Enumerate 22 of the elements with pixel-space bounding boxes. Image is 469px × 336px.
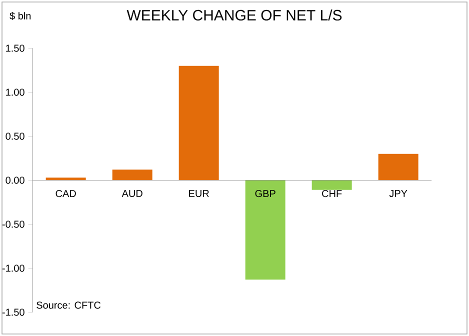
- y-tick-label: -0.50: [2, 220, 24, 228]
- bar: [46, 178, 86, 180]
- annotation: Source: CFTC: [36, 302, 101, 309]
- x-tick-label: CAD: [56, 190, 76, 198]
- y-tick-label: 1.00: [6, 88, 24, 96]
- y-tick-label: 0.00: [6, 176, 24, 184]
- x-tick-label: GBP: [255, 190, 276, 198]
- bar: [178, 66, 219, 180]
- y-tick-label: -1.00: [2, 264, 24, 272]
- chart-title: WEEKLY CHANGE OF NET L/S: [126, 10, 342, 21]
- x-tick-label: JPY: [389, 190, 408, 197]
- x-tick-label: EUR: [189, 190, 209, 197]
- bar: [245, 180, 286, 280]
- y-tick-label: -1.50: [2, 308, 24, 316]
- bar: [312, 180, 352, 190]
- y-tick-label: 1.50: [6, 44, 24, 52]
- x-tick-label: AUD: [122, 190, 142, 197]
- x-tick-label: CHF: [322, 190, 342, 198]
- bar: [112, 170, 152, 180]
- bar: [378, 154, 418, 180]
- y-axis-title: $ bln: [10, 12, 31, 20]
- y-tick-label: 0.50: [6, 132, 24, 140]
